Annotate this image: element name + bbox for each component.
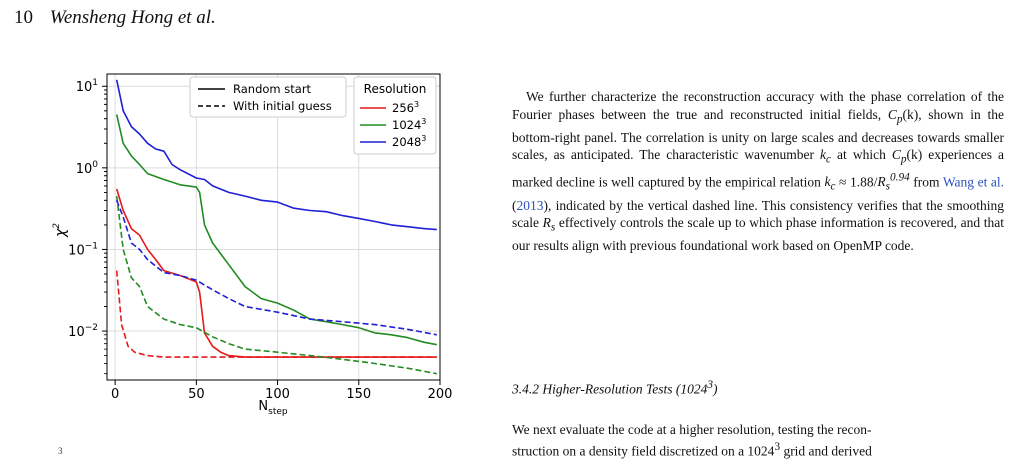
legend-linestyle-box xyxy=(189,76,347,118)
plot-frame xyxy=(106,73,441,381)
body-paragraph-higher-resolution: We next evaluate the code at a higher re… xyxy=(512,421,1004,460)
x-tick-label: 200 xyxy=(428,387,453,402)
series-2048-random-start-line xyxy=(115,79,437,231)
legend-2048-label: 20483 xyxy=(392,134,426,149)
running-authors: Wensheng Hong et al. xyxy=(49,7,216,28)
series-2048-initial-guess-line xyxy=(115,200,437,336)
legend-resolution-box xyxy=(353,76,437,155)
body-paragraph-phase-correlation: We further characterize the reconstructi… xyxy=(512,89,1005,254)
x-ticks: 0 50 100 150 200 xyxy=(111,380,452,402)
y-tick-label: 10−1 xyxy=(68,241,98,258)
y-tick-label: 10−2 xyxy=(68,323,98,340)
para2-line-2: struction on a density field discretized… xyxy=(512,440,872,459)
x-tick-label: 0 xyxy=(111,387,119,402)
legend-256-label: 2563 xyxy=(392,100,419,115)
x-tick-label: 150 xyxy=(346,387,371,402)
legend-1024-label: 10243 xyxy=(392,117,426,132)
y-axis-label: χ2 xyxy=(52,223,69,238)
para2-line-1: We next evaluate the code at a higher re… xyxy=(512,422,872,437)
running-header: 10 Wensheng Hong et al. xyxy=(14,7,216,29)
citation-link[interactable]: Wang et al. xyxy=(942,174,1005,190)
legend-title: Resolution xyxy=(364,82,427,96)
series-1024-random-start-line xyxy=(115,114,437,346)
x-tick-label: 100 xyxy=(265,387,290,402)
page-number: 10 xyxy=(14,7,33,28)
legend-initial-guess: With initial guess xyxy=(233,99,332,113)
y-ticks: 101 100 10−1 10−2 xyxy=(68,78,107,375)
y-tick-label: 100 xyxy=(76,160,99,177)
series-256-initial-guess-line xyxy=(115,270,437,358)
series-lines xyxy=(115,79,437,375)
legend-resolution: Resolution 2563 10243 20483 xyxy=(353,76,437,155)
legend-linestyle: Random start With initial guess xyxy=(189,76,347,118)
stray-superscript: 3 xyxy=(58,446,63,456)
chi-squared-figure: 0 50 100 150 200 101 100 10−1 10−2 Nstep χ2 Ran… xyxy=(52,73,452,417)
x-tick-label: 50 xyxy=(188,387,205,402)
y-tick-label: 101 xyxy=(76,78,98,95)
x-axis-label: Nstep xyxy=(258,399,287,417)
section-heading: 3.4.2 Higher-Resolution Tests (10243) xyxy=(512,379,718,397)
series-1024-initial-guess-line xyxy=(115,196,437,375)
citation-year-link[interactable]: 2013 xyxy=(516,197,544,213)
legend-random-start: Random start xyxy=(233,82,312,96)
